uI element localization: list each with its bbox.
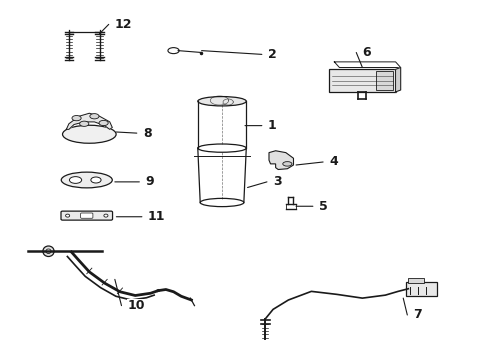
Bar	[408, 278, 424, 283]
Ellipse shape	[66, 214, 70, 217]
Ellipse shape	[61, 172, 112, 188]
Text: 3: 3	[273, 175, 282, 188]
Ellipse shape	[79, 121, 89, 126]
Text: 10: 10	[127, 299, 145, 312]
Text: 5: 5	[319, 200, 328, 213]
Ellipse shape	[283, 162, 292, 166]
Ellipse shape	[200, 198, 244, 207]
Ellipse shape	[46, 249, 51, 253]
FancyBboxPatch shape	[81, 213, 93, 218]
Text: 9: 9	[146, 175, 154, 188]
Text: 7: 7	[414, 309, 422, 321]
Text: 6: 6	[363, 46, 371, 59]
Ellipse shape	[43, 246, 54, 256]
Text: 2: 2	[268, 48, 277, 61]
Bar	[329, 69, 395, 92]
Text: 12: 12	[115, 18, 132, 31]
Ellipse shape	[63, 125, 116, 143]
Text: 4: 4	[329, 156, 338, 168]
Polygon shape	[66, 113, 112, 129]
Bar	[376, 71, 393, 90]
Ellipse shape	[91, 177, 101, 183]
Ellipse shape	[99, 120, 108, 126]
Ellipse shape	[198, 144, 246, 152]
Text: 8: 8	[143, 127, 151, 140]
Polygon shape	[269, 151, 294, 170]
Ellipse shape	[90, 114, 99, 119]
Bar	[406, 282, 438, 296]
Ellipse shape	[70, 177, 82, 183]
Ellipse shape	[72, 116, 81, 121]
Ellipse shape	[198, 96, 246, 106]
Ellipse shape	[104, 214, 108, 217]
Text: 11: 11	[148, 210, 166, 223]
Text: 1: 1	[268, 119, 277, 132]
FancyBboxPatch shape	[61, 211, 113, 220]
Polygon shape	[395, 68, 401, 92]
